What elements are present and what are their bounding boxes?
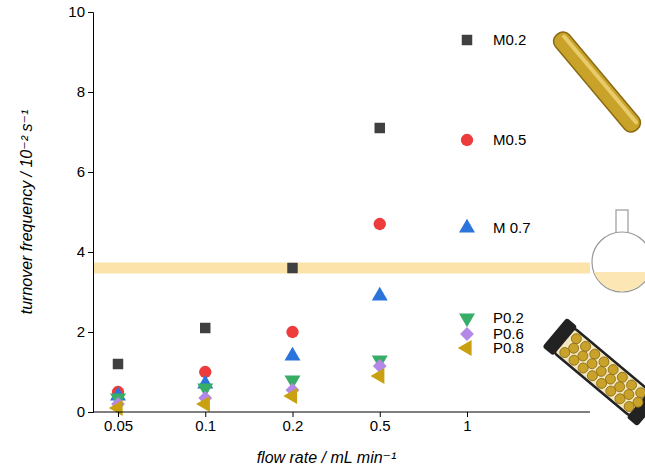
tube-icon xyxy=(550,29,643,136)
column-icon xyxy=(542,318,645,427)
x-tick-label: 0.1 xyxy=(195,417,216,434)
x-tick-label: 1 xyxy=(463,417,471,434)
y-tick-mark xyxy=(88,12,93,13)
flask-body xyxy=(592,232,645,292)
y-tick-mark xyxy=(88,92,93,93)
x-tick: 0.2 xyxy=(283,412,304,434)
data-point xyxy=(287,263,297,273)
y-tick-mark xyxy=(88,252,93,253)
y-tick: 4 xyxy=(77,243,93,260)
x-axis: 0.05 0.1 0.2 0.5 1 xyxy=(93,412,590,434)
series-4 xyxy=(111,327,474,411)
data-point xyxy=(459,219,475,233)
series-label: P0.2 xyxy=(493,309,524,326)
series-0 xyxy=(113,35,472,369)
series-label: M0.5 xyxy=(493,131,526,148)
data-point xyxy=(459,313,475,327)
tube-body xyxy=(550,29,643,136)
x-tick-label: 0.2 xyxy=(283,417,304,434)
x-tick: 0.05 xyxy=(104,412,133,434)
tube-shine xyxy=(561,34,639,125)
data-point xyxy=(462,35,472,45)
data-point xyxy=(374,218,386,230)
data-point xyxy=(109,400,123,416)
y-tick-label: 6 xyxy=(77,163,85,180)
x-tick: 0.5 xyxy=(370,412,391,434)
data-point xyxy=(283,388,297,404)
x-tick-label: 0.05 xyxy=(104,417,133,434)
y-tick: 8 xyxy=(77,83,93,100)
y-tick-mark xyxy=(88,412,93,413)
series-label: M0.2 xyxy=(493,31,526,48)
flask-liquid xyxy=(594,272,645,291)
reference-line xyxy=(93,263,590,274)
series-1 xyxy=(112,134,473,398)
y-tick-label: 4 xyxy=(77,243,85,260)
y-axis: 0 2 4 6 8 10 xyxy=(68,3,93,420)
data-point xyxy=(460,327,474,341)
y-tick: 10 xyxy=(68,3,93,20)
series-label: M 0.7 xyxy=(493,219,531,236)
data-point xyxy=(375,123,385,133)
x-axis-line xyxy=(93,412,590,413)
data-point xyxy=(371,368,385,384)
series-label: P0.8 xyxy=(493,339,524,356)
data-point xyxy=(461,134,473,146)
x-tick: 1 xyxy=(463,412,471,434)
series-labels: M0.2M0.5M 0.7P0.2P0.6P0.8 xyxy=(493,31,531,356)
column-bead xyxy=(622,399,636,413)
y-axis-title: turnover frequency / 10⁻² s⁻¹ xyxy=(18,110,35,315)
y-tick: 0 xyxy=(77,403,93,420)
y-tick: 6 xyxy=(77,163,93,180)
y-tick-label: 10 xyxy=(68,3,85,20)
x-tick-label: 0.5 xyxy=(370,417,391,434)
y-tick: 2 xyxy=(77,323,93,340)
y-tick-label: 0 xyxy=(77,403,85,420)
chart: M0.2M0.5M 0.7P0.2P0.6P0.80.050.10.20.510… xyxy=(0,0,645,475)
data-point xyxy=(113,359,123,369)
x-axis-title: flow rate / mL min⁻¹ xyxy=(257,449,397,466)
data-point xyxy=(286,326,298,338)
data-point xyxy=(372,287,388,301)
decorations xyxy=(542,29,645,427)
x-tick: 0.1 xyxy=(195,412,216,434)
series-5 xyxy=(109,340,472,416)
series-3 xyxy=(110,313,475,407)
y-tick-mark xyxy=(88,332,93,333)
column-body xyxy=(553,328,645,417)
y-axis-line xyxy=(88,13,94,413)
plot-area xyxy=(93,35,590,416)
y-tick-mark xyxy=(88,172,93,173)
y-tick-label: 2 xyxy=(77,323,85,340)
data-point xyxy=(285,347,301,361)
y-tick-label: 8 xyxy=(77,83,85,100)
flask-icon xyxy=(592,210,645,292)
data-point xyxy=(196,396,210,412)
data-point xyxy=(200,323,210,333)
data-point xyxy=(458,340,472,356)
series-2 xyxy=(110,219,475,401)
